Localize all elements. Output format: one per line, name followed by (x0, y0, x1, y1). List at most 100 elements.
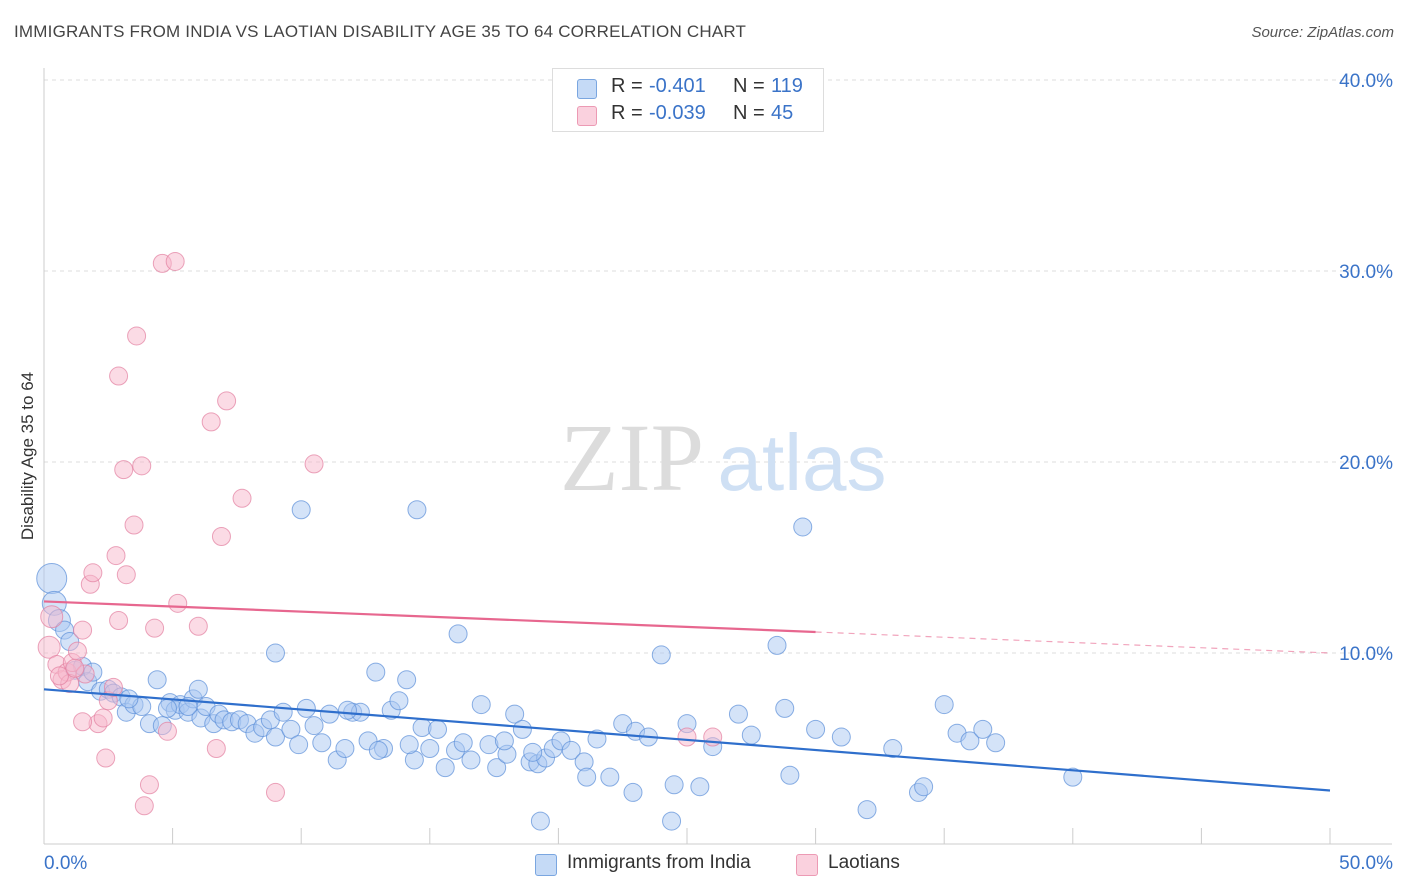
trend-layer (43, 600, 1331, 792)
data-point (106, 546, 126, 566)
data-point (201, 412, 221, 432)
data-point (312, 733, 332, 753)
data-point (505, 704, 525, 724)
data-point (973, 719, 993, 739)
data-point (139, 775, 159, 795)
data-point (132, 456, 152, 476)
legend-n-label: N = (733, 102, 765, 124)
watermark-zip: ZIP (560, 404, 704, 511)
data-point (767, 635, 787, 655)
data-point (662, 811, 682, 831)
data-point (366, 662, 386, 682)
data-point (109, 611, 129, 631)
data-point (986, 733, 1006, 753)
data-point (265, 727, 285, 747)
data-point (530, 811, 550, 831)
legend-r-label: R = (611, 102, 643, 124)
data-point (651, 645, 671, 665)
y-axis-label: Disability Age 35 to 64 (18, 372, 37, 540)
data-point (134, 796, 154, 816)
data-point (368, 740, 388, 760)
data-point (960, 731, 980, 751)
data-point (806, 719, 826, 739)
axes-layer: 10.0% 20.0% 30.0% 40.0% 0.0% 50.0% (43, 68, 1393, 874)
data-point (512, 719, 532, 739)
data-point (407, 500, 427, 520)
data-point (448, 624, 468, 644)
data-point (1063, 767, 1083, 787)
data-point (67, 641, 87, 661)
data-point (561, 740, 581, 760)
data-point (211, 526, 231, 546)
data-point (124, 515, 144, 535)
watermark: ZIP atlas (560, 404, 886, 511)
data-point (73, 712, 93, 732)
data-point (934, 695, 954, 715)
data-point (49, 666, 69, 686)
data-point (690, 777, 710, 797)
data-point (281, 719, 301, 739)
data-point (623, 782, 643, 802)
bottom-legend-swatch-india (535, 854, 557, 876)
data-point (523, 742, 543, 762)
data-point (487, 758, 507, 778)
data-point (168, 593, 188, 613)
legend-r-value: -0.401 (649, 75, 706, 97)
legend-n-value: 119 (771, 75, 803, 97)
data-point (337, 700, 357, 720)
data-point (883, 739, 903, 758)
data-point (389, 691, 409, 711)
data-point (103, 677, 123, 697)
data-point (145, 618, 165, 638)
legend-n-value: 45 (771, 102, 794, 124)
bottom-legend-swatch-laotians (796, 854, 818, 876)
data-point (577, 767, 597, 787)
data-point (157, 721, 177, 741)
data-point (793, 517, 813, 537)
grid-layer (44, 79, 1392, 654)
bottom-legend-label-laotians: Laotians (828, 852, 900, 873)
data-point (109, 366, 129, 386)
y-tick-label: 20.0% (1339, 453, 1393, 474)
data-point (420, 739, 440, 758)
data-point (677, 727, 697, 747)
data-point (147, 670, 167, 690)
data-point (335, 739, 355, 758)
series-laotians (37, 251, 723, 816)
data-point (165, 251, 185, 271)
data-point (471, 695, 491, 715)
bottom-legend-label-india: Immigrants from India (567, 852, 751, 873)
data-point (494, 731, 514, 751)
data-point (188, 616, 208, 636)
data-point (914, 777, 934, 797)
y-tick-label: 30.0% (1339, 262, 1393, 283)
legend-n-label: N = (733, 75, 765, 97)
data-point (741, 725, 761, 745)
data-point (127, 326, 147, 346)
data-point (289, 735, 309, 755)
data-point (188, 679, 208, 699)
data-point (37, 635, 61, 659)
data-point (273, 702, 293, 722)
y-tick-label: 40.0% (1339, 71, 1393, 92)
data-point (265, 643, 285, 663)
data-point (664, 775, 684, 795)
data-point (435, 758, 455, 778)
data-point (428, 719, 448, 739)
source-label: Source: ZipAtlas.com (1251, 24, 1394, 41)
legend-r-label: R = (611, 75, 643, 97)
data-point (775, 698, 795, 718)
legend-swatch-laotians (577, 106, 597, 126)
data-point (119, 689, 139, 709)
trend-line (43, 688, 1331, 792)
data-point (728, 704, 748, 724)
data-point (319, 704, 339, 724)
data-point (217, 391, 237, 411)
data-point (265, 782, 285, 802)
data-point (600, 767, 620, 787)
data-point (116, 565, 136, 585)
trend-line-extension (815, 631, 1331, 654)
trend-line (43, 600, 816, 634)
data-point (232, 488, 252, 508)
